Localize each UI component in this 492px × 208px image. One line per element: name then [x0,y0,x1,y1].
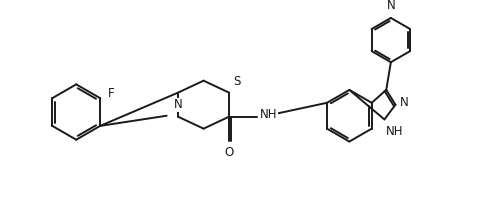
Text: S: S [234,75,241,88]
Text: F: F [108,87,114,100]
Text: O: O [224,146,234,159]
Text: N: N [400,96,409,109]
Text: N: N [174,98,183,111]
Text: NH: NH [386,125,404,138]
Text: NH: NH [260,108,277,121]
Text: N: N [387,0,395,12]
